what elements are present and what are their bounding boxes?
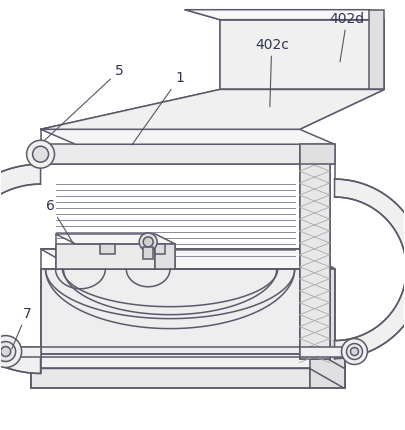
Circle shape xyxy=(143,237,153,247)
Polygon shape xyxy=(335,180,405,359)
Circle shape xyxy=(0,342,16,362)
Polygon shape xyxy=(220,21,384,90)
Polygon shape xyxy=(143,247,153,259)
Polygon shape xyxy=(40,90,384,130)
Polygon shape xyxy=(40,269,300,354)
Polygon shape xyxy=(31,369,310,388)
Text: 6: 6 xyxy=(45,199,74,245)
Polygon shape xyxy=(55,234,175,244)
Circle shape xyxy=(32,147,49,163)
Polygon shape xyxy=(0,165,40,374)
Polygon shape xyxy=(155,244,165,254)
Polygon shape xyxy=(40,130,335,145)
Polygon shape xyxy=(55,244,155,269)
Text: 402c: 402c xyxy=(255,37,289,108)
Circle shape xyxy=(347,344,362,359)
Circle shape xyxy=(1,347,11,356)
Polygon shape xyxy=(369,11,384,90)
Polygon shape xyxy=(300,269,335,354)
Circle shape xyxy=(27,141,55,169)
Polygon shape xyxy=(155,244,175,269)
Polygon shape xyxy=(6,347,41,356)
Polygon shape xyxy=(40,145,300,165)
Circle shape xyxy=(139,233,157,251)
Polygon shape xyxy=(300,145,330,359)
Polygon shape xyxy=(300,145,335,165)
Polygon shape xyxy=(100,244,115,254)
Polygon shape xyxy=(31,349,345,369)
Text: 5: 5 xyxy=(45,64,124,141)
Text: 402d: 402d xyxy=(330,12,364,63)
Circle shape xyxy=(341,339,367,365)
Polygon shape xyxy=(185,11,384,21)
Polygon shape xyxy=(300,347,345,356)
Circle shape xyxy=(0,336,21,368)
Polygon shape xyxy=(310,349,345,388)
Polygon shape xyxy=(40,249,335,269)
Text: 7: 7 xyxy=(12,306,31,349)
Text: 1: 1 xyxy=(132,71,184,146)
Circle shape xyxy=(350,348,358,356)
